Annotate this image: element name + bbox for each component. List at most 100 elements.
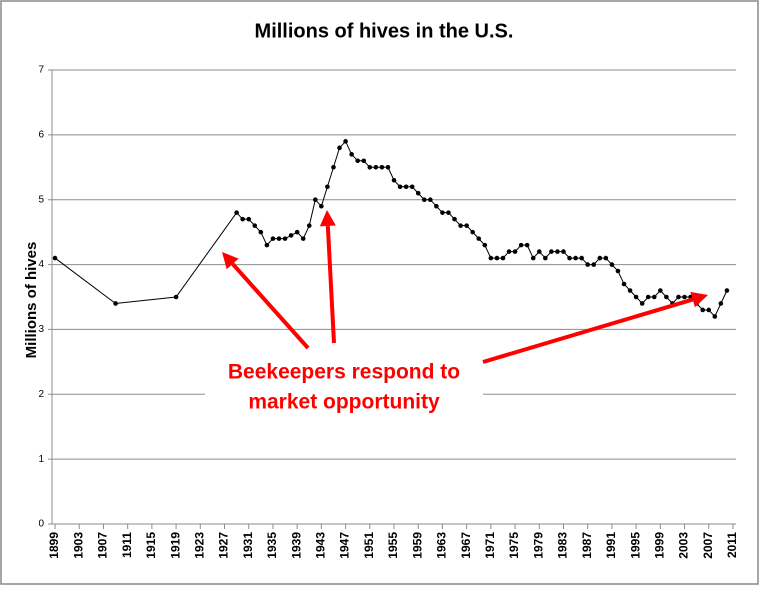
- x-tick-label: 1987: [580, 532, 594, 559]
- point: [367, 164, 373, 170]
- x-tick-label: 1943: [314, 532, 328, 559]
- point: [319, 203, 324, 209]
- point: [512, 249, 518, 254]
- point: [452, 216, 457, 222]
- point: [113, 301, 118, 306]
- point: [397, 184, 403, 190]
- annotation-arrowhead: [222, 252, 239, 270]
- point: [524, 242, 530, 248]
- point: [355, 158, 360, 164]
- point: [597, 255, 603, 261]
- point: [373, 164, 379, 170]
- point: [440, 210, 445, 215]
- point: [325, 184, 330, 190]
- point: [609, 262, 615, 267]
- point: [549, 249, 554, 254]
- point: [518, 242, 524, 248]
- point: [561, 249, 566, 254]
- grid: 0 1 2 3 4 5 6 7 1899 1903 1907 1911 1915 1919 1923 1927…: [38, 65, 739, 559]
- x-tick-label: 1927: [217, 532, 231, 559]
- y-axis-label: Millions of hives: [23, 242, 40, 359]
- x-tick-label: 1935: [265, 532, 279, 559]
- point: [313, 197, 318, 203]
- point: [682, 294, 687, 300]
- x-tick-label: 1939: [289, 532, 303, 559]
- point: [240, 216, 245, 222]
- point: [651, 294, 657, 300]
- point: [621, 281, 627, 287]
- point: [331, 164, 336, 170]
- point: [579, 255, 584, 261]
- point: [458, 223, 463, 228]
- point: [246, 216, 252, 222]
- point: [615, 268, 621, 274]
- point: [639, 301, 645, 306]
- point: [428, 197, 433, 203]
- x-tick-label: 1959: [410, 532, 424, 559]
- x-tick-label: 1931: [241, 532, 255, 559]
- point: [555, 249, 560, 254]
- point: [270, 236, 276, 241]
- point: [591, 262, 597, 267]
- x-tick-label: 1983: [556, 532, 570, 559]
- point: [403, 184, 409, 190]
- point: [234, 210, 239, 215]
- x-tick-label: 2003: [677, 532, 691, 559]
- point: [470, 229, 475, 235]
- point: [482, 242, 488, 248]
- point: [421, 197, 427, 203]
- point: [415, 190, 421, 196]
- point: [543, 255, 548, 261]
- x-tick-label: 1999: [653, 532, 667, 559]
- point: [585, 262, 590, 267]
- point: [252, 223, 258, 228]
- x-tick-label: 1915: [144, 532, 158, 559]
- point: [645, 294, 651, 300]
- y-tick-label: 0: [38, 519, 44, 530]
- annotation-arrowhead: [319, 210, 336, 227]
- annotation-arrow: [482, 297, 694, 364]
- point: [282, 236, 288, 241]
- x-tick-label: 1923: [192, 532, 206, 559]
- point: [530, 255, 536, 261]
- point: [488, 255, 494, 261]
- x-tick-label: 1979: [531, 532, 545, 559]
- y-tick-label: 4: [38, 259, 44, 270]
- x-tick-label: 1911: [120, 532, 134, 558]
- point: [391, 177, 397, 183]
- point: [52, 255, 58, 261]
- y-tick-label: 6: [38, 129, 44, 140]
- point: [258, 229, 264, 235]
- x-tick-label: 1955: [386, 532, 400, 559]
- annotation-text: market opportunity: [248, 391, 440, 414]
- point: [434, 203, 439, 209]
- x-tick-label: 1947: [338, 532, 352, 559]
- point: [337, 145, 342, 151]
- x-tick-label: 1971: [483, 532, 497, 559]
- annotation-text: Beekeepers respond to: [228, 361, 460, 384]
- point: [712, 314, 718, 319]
- point: [633, 294, 639, 300]
- annotation-arrowhead: [690, 291, 708, 308]
- point: [573, 255, 578, 261]
- y-tick-label: 7: [38, 65, 44, 76]
- plot: [52, 139, 730, 319]
- x-tick-label: 1907: [96, 532, 110, 559]
- point: [264, 242, 270, 248]
- point: [718, 301, 724, 306]
- point: [700, 307, 706, 313]
- point: [306, 223, 312, 228]
- point: [627, 288, 633, 293]
- annotation: Beekeepers respond to market opportunity: [205, 210, 708, 421]
- point: [276, 236, 282, 241]
- x-tick-label: 2011: [725, 532, 739, 558]
- x-tick-label: 1995: [628, 532, 642, 559]
- chart-title: Millions of hives in the U.S.: [255, 20, 514, 42]
- x-tick-label: 2007: [701, 532, 715, 559]
- point: [706, 307, 712, 313]
- x-tick-label: 1899: [47, 532, 61, 559]
- y-tick-label: 3: [38, 324, 44, 335]
- annotation-arrow: [231, 262, 310, 350]
- x-tick-label: 1919: [168, 532, 182, 559]
- annotation-arrow: [325, 225, 336, 344]
